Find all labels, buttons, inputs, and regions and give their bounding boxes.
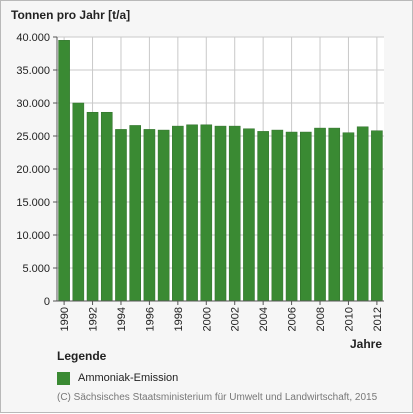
y-axis-title: Tonnen pro Jahr [t/a] — [11, 8, 131, 22]
y-tick-label: 15.000 — [16, 197, 50, 209]
x-tick-label-2004: 2004 — [258, 307, 270, 331]
x-tick-label-1998: 1998 — [173, 307, 185, 331]
bar-2010 — [342, 132, 355, 302]
bar-1993 — [100, 111, 113, 302]
legend-label: Ammoniak-Emission — [78, 372, 179, 384]
y-tick-label: 35.000 — [16, 65, 50, 77]
bar-2012 — [371, 130, 383, 302]
x-axis-title: Jahre — [349, 337, 382, 351]
bar-2003 — [243, 128, 255, 302]
bar-1992 — [86, 111, 99, 302]
legend-item-ammoniak: Ammoniak-Emission — [57, 371, 178, 385]
x-tick-label-1990: 1990 — [59, 307, 71, 331]
x-tick-label-1996: 1996 — [144, 307, 156, 331]
copyright-note: (C) Sächsisches Staatsministerium für Um… — [57, 392, 378, 403]
x-tick-label-2008: 2008 — [315, 307, 327, 331]
x-tick-label-1992: 1992 — [88, 307, 100, 331]
y-tick-label: 30.000 — [16, 98, 50, 110]
y-tick-label: 20.000 — [16, 164, 50, 176]
bar-1998 — [172, 125, 184, 302]
bar-1994 — [115, 129, 127, 302]
bar-1999 — [186, 124, 198, 302]
x-tick-label-2012: 2012 — [372, 307, 384, 331]
y-tick-label: 25.000 — [16, 131, 50, 143]
y-tick-label: 10.000 — [16, 230, 50, 242]
bar-2004 — [257, 131, 269, 302]
legend-swatch — [57, 371, 70, 385]
legend-title: Legende — [57, 349, 107, 363]
x-tick-label-2006: 2006 — [287, 307, 299, 331]
bar-2007 — [300, 131, 312, 302]
bar-2009 — [328, 127, 341, 302]
bar-1991 — [72, 102, 85, 302]
x-tick-label-2000: 2000 — [201, 307, 213, 331]
bar-2008 — [314, 127, 326, 302]
bar-1997 — [157, 129, 170, 302]
x-tick-label-2002: 2002 — [230, 307, 242, 331]
bar-2005 — [271, 129, 284, 302]
bar-1990 — [58, 40, 70, 302]
bar-2002 — [228, 125, 241, 302]
y-tick-label: 5.000 — [22, 263, 50, 275]
y-tick-label: 0 — [44, 296, 50, 308]
bar-1996 — [143, 129, 156, 302]
bar-1995 — [129, 125, 141, 302]
x-tick-label-1994: 1994 — [116, 307, 128, 331]
x-tick-label-2010: 2010 — [343, 307, 355, 331]
bar-2001 — [214, 125, 227, 302]
bar-2011 — [356, 126, 369, 302]
bar-2006 — [285, 131, 298, 302]
bar-2000 — [200, 124, 213, 302]
y-tick-label: 40.000 — [16, 32, 50, 44]
